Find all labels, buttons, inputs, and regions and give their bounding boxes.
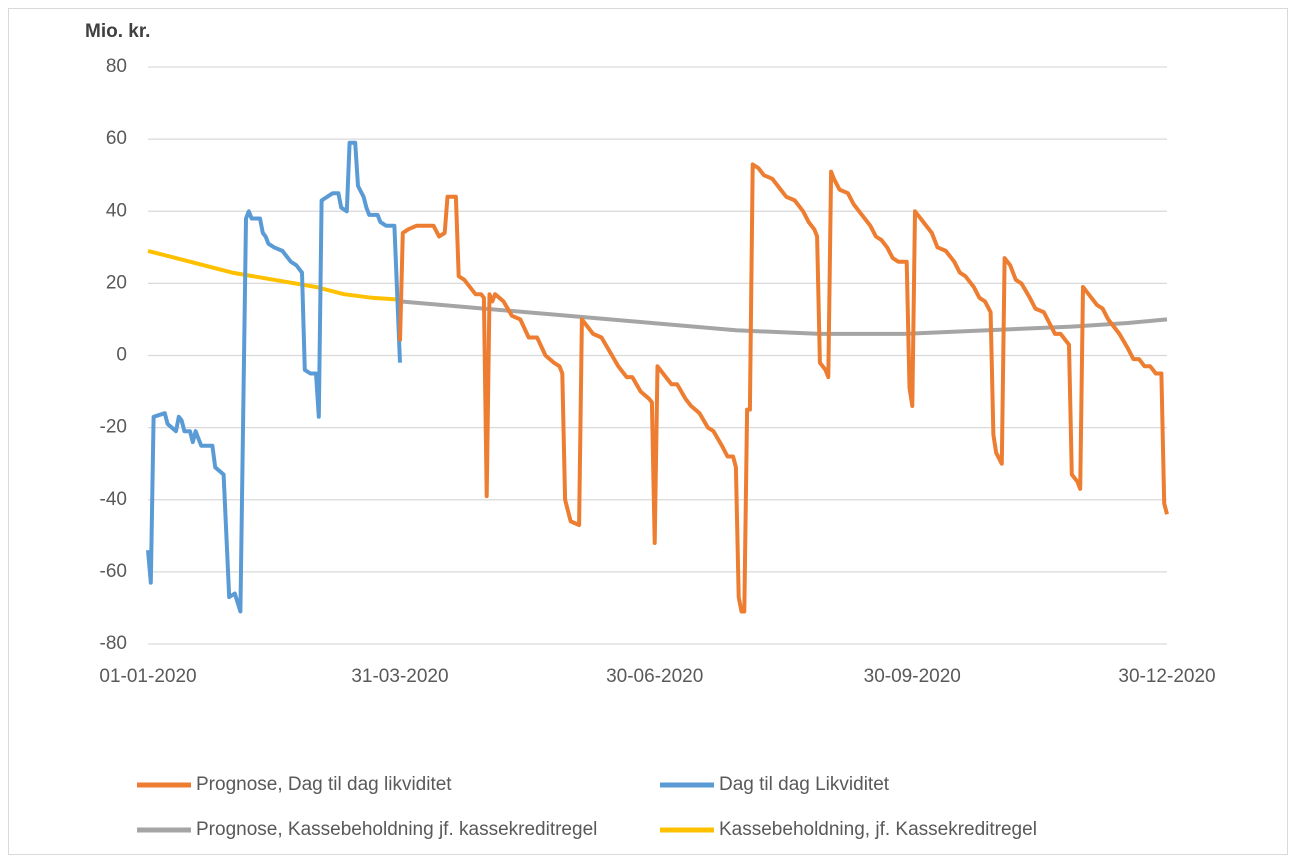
y-tick-label: -40 bbox=[100, 489, 127, 510]
x-tick-label: 30-09-2020 bbox=[864, 666, 961, 687]
y-tick-label: -60 bbox=[100, 561, 127, 582]
y-tick-label: 40 bbox=[106, 200, 127, 221]
y-tick-label: 0 bbox=[116, 345, 127, 366]
chart-border bbox=[8, 8, 1288, 855]
x-tick-label: 01-01-2020 bbox=[99, 666, 196, 687]
legend-label: Kassebeholdning, jf. Kassekreditregel bbox=[719, 819, 1037, 840]
x-tick-label: 31-03-2020 bbox=[351, 666, 448, 687]
series-line bbox=[147, 248, 401, 302]
y-tick-label: 20 bbox=[106, 272, 127, 293]
x-tick-label: 30-12-2020 bbox=[1118, 666, 1215, 687]
y-tick-label: -20 bbox=[100, 417, 127, 438]
series-line bbox=[146, 140, 402, 614]
y-axis-label: Mio. kr. bbox=[85, 21, 150, 42]
x-tick-label: 30-06-2020 bbox=[606, 666, 703, 687]
series-line bbox=[398, 162, 1169, 614]
y-tick-label: -80 bbox=[100, 633, 127, 654]
legend-label: Prognose, Kassebeholdning jf. kassekredi… bbox=[196, 819, 597, 840]
y-tick-label: 60 bbox=[106, 128, 127, 149]
y-tick-label: 80 bbox=[106, 56, 127, 77]
legend-label: Prognose, Dag til dag likviditet bbox=[196, 774, 452, 795]
legend-label: Dag til dag Likviditet bbox=[719, 774, 890, 795]
